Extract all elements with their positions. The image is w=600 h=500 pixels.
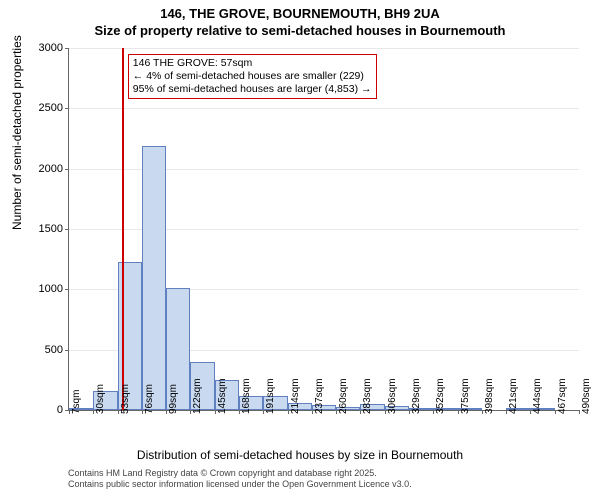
page-subtitle: Size of property relative to semi-detach… <box>0 23 600 42</box>
annotation-line-2: ← 4% of semi-detached houses are smaller… <box>133 70 372 83</box>
chart-container: 146, THE GROVE, BOURNEMOUTH, BH9 2UA Siz… <box>0 0 600 500</box>
xtick-mark <box>506 410 507 414</box>
xtick-mark <box>579 410 580 414</box>
xtick-mark <box>482 410 483 414</box>
xtick-mark <box>118 410 119 414</box>
gridline <box>69 48 579 49</box>
annotation-line-3: 95% of semi-detached houses are larger (… <box>133 83 372 96</box>
xtick-mark <box>239 410 240 414</box>
histogram-bar <box>142 146 166 410</box>
xtick-label: 191sqm <box>265 378 276 414</box>
footer-line-1: Contains HM Land Registry data © Crown c… <box>68 468 412 479</box>
xtick-mark <box>215 410 216 414</box>
page-title: 146, THE GROVE, BOURNEMOUTH, BH9 2UA <box>0 0 600 23</box>
xtick-label: 352sqm <box>435 378 446 414</box>
reference-line <box>122 48 124 410</box>
ytick-label: 1000 <box>39 283 69 295</box>
xtick-label: 168sqm <box>241 378 252 414</box>
ytick-label: 2500 <box>39 102 69 114</box>
xtick-mark <box>458 410 459 414</box>
xtick-mark <box>166 410 167 414</box>
xtick-mark <box>336 410 337 414</box>
xtick-label: 76sqm <box>144 384 155 414</box>
xtick-label: 99sqm <box>168 384 179 414</box>
xtick-label: 329sqm <box>411 378 422 414</box>
ytick-label: 3000 <box>39 42 69 54</box>
xtick-label: 122sqm <box>192 378 203 414</box>
xtick-label: 398sqm <box>484 378 495 414</box>
xtick-mark <box>555 410 556 414</box>
xtick-label: 30sqm <box>95 384 106 414</box>
xtick-label: 306sqm <box>387 378 398 414</box>
gridline <box>69 108 579 109</box>
xtick-label: 421sqm <box>508 378 519 414</box>
xtick-label: 467sqm <box>557 378 568 414</box>
xtick-label: 490sqm <box>581 378 592 414</box>
x-axis-label: Distribution of semi-detached houses by … <box>0 448 600 462</box>
footer-line-2: Contains public sector information licen… <box>68 479 412 490</box>
y-axis-label: Number of semi-detached properties <box>10 35 24 230</box>
annotation-line-1: 146 THE GROVE: 57sqm <box>133 57 372 70</box>
xtick-mark <box>142 410 143 414</box>
xtick-mark <box>69 410 70 414</box>
xtick-label: 7sqm <box>71 390 82 414</box>
xtick-label: 237sqm <box>314 378 325 414</box>
xtick-label: 145sqm <box>217 378 228 414</box>
xtick-label: 444sqm <box>532 378 543 414</box>
xtick-label: 53sqm <box>120 384 131 414</box>
ytick-label: 0 <box>57 404 69 416</box>
xtick-label: 375sqm <box>460 378 471 414</box>
xtick-mark <box>312 410 313 414</box>
annotation-box: 146 THE GROVE: 57sqm ← 4% of semi-detach… <box>128 54 377 99</box>
ytick-label: 2000 <box>39 163 69 175</box>
xtick-label: 260sqm <box>338 378 349 414</box>
xtick-label: 214sqm <box>290 378 301 414</box>
xtick-label: 283sqm <box>362 378 373 414</box>
footer-attribution: Contains HM Land Registry data © Crown c… <box>68 468 412 490</box>
plot-area: 0500100015002000250030007sqm30sqm53sqm76… <box>68 48 579 411</box>
xtick-mark <box>385 410 386 414</box>
xtick-mark <box>288 410 289 414</box>
ytick-label: 1500 <box>39 223 69 235</box>
ytick-label: 500 <box>45 344 69 356</box>
xtick-mark <box>409 410 410 414</box>
